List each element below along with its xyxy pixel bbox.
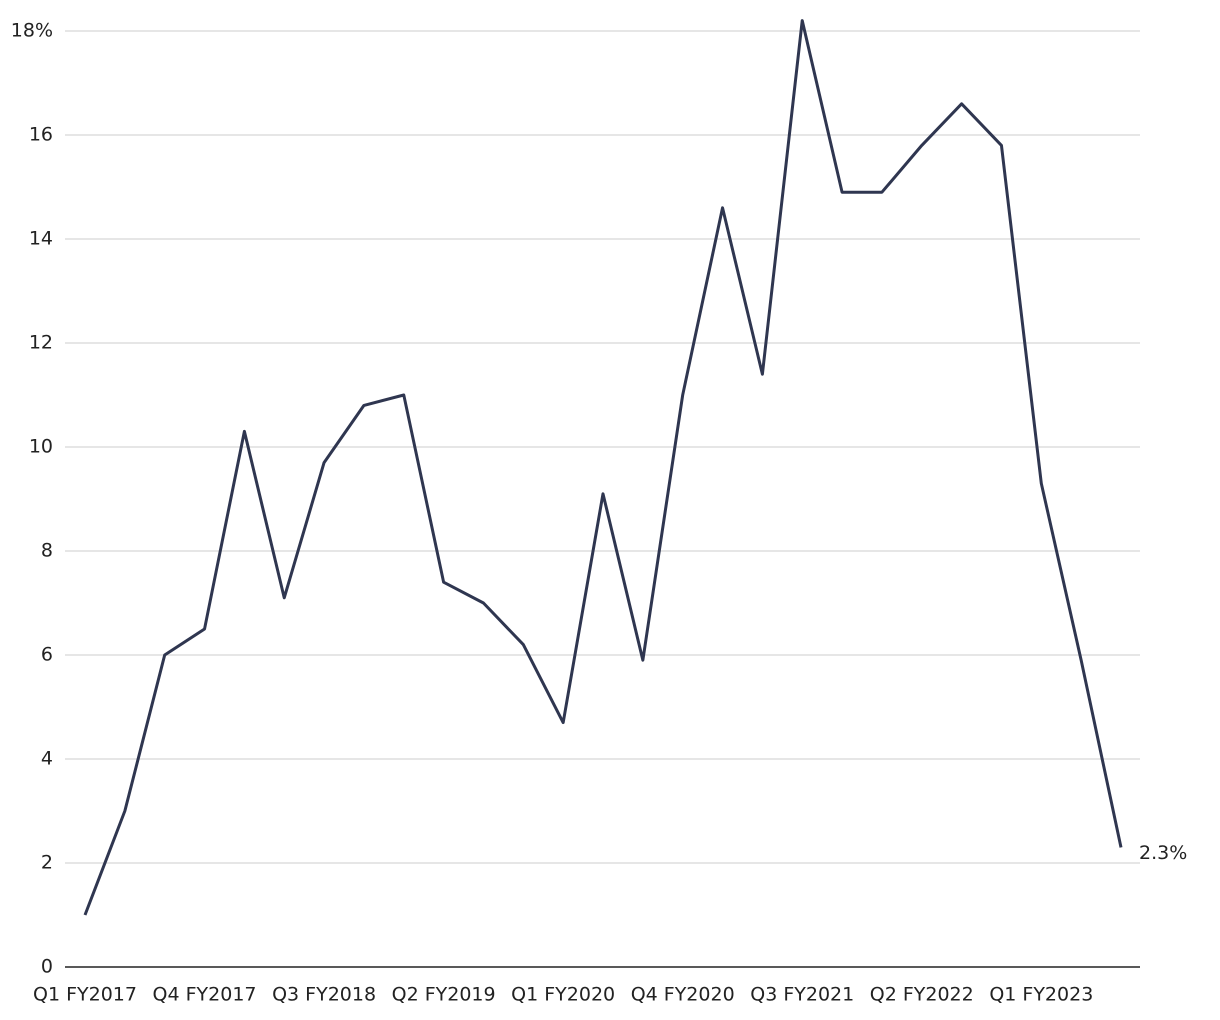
y-tick-label: 8 — [41, 540, 53, 562]
x-tick-label: Q1 FY2023 — [989, 984, 1093, 1006]
x-tick-label: Q3 FY2021 — [750, 984, 854, 1006]
y-tick-label: 10 — [29, 436, 53, 458]
y-tick-label: 12 — [29, 332, 53, 354]
x-tick-label: Q4 FY2020 — [631, 984, 735, 1006]
value-label: 2.3% — [1139, 842, 1187, 864]
x-tick-label: Q1 FY2020 — [511, 984, 615, 1006]
y-tick-label: 4 — [41, 748, 53, 770]
y-tick-label: 0 — [41, 956, 53, 978]
y-tick-label: 14 — [29, 228, 53, 250]
y-tick-label: 6 — [41, 644, 53, 666]
line — [83, 19, 1123, 916]
y-tick-label: 2 — [41, 852, 53, 874]
y-tick-label: 16 — [29, 124, 53, 146]
y-tick-label: 18% — [11, 20, 53, 42]
x-tick-label: Q2 FY2019 — [392, 984, 496, 1006]
x-tick-label: Q2 FY2022 — [870, 984, 974, 1006]
x-tick-label: Q4 FY2017 — [153, 984, 257, 1006]
x-tick-label: Q1 FY2017 — [33, 984, 137, 1006]
x-tick-label: Q3 FY2018 — [272, 984, 376, 1006]
